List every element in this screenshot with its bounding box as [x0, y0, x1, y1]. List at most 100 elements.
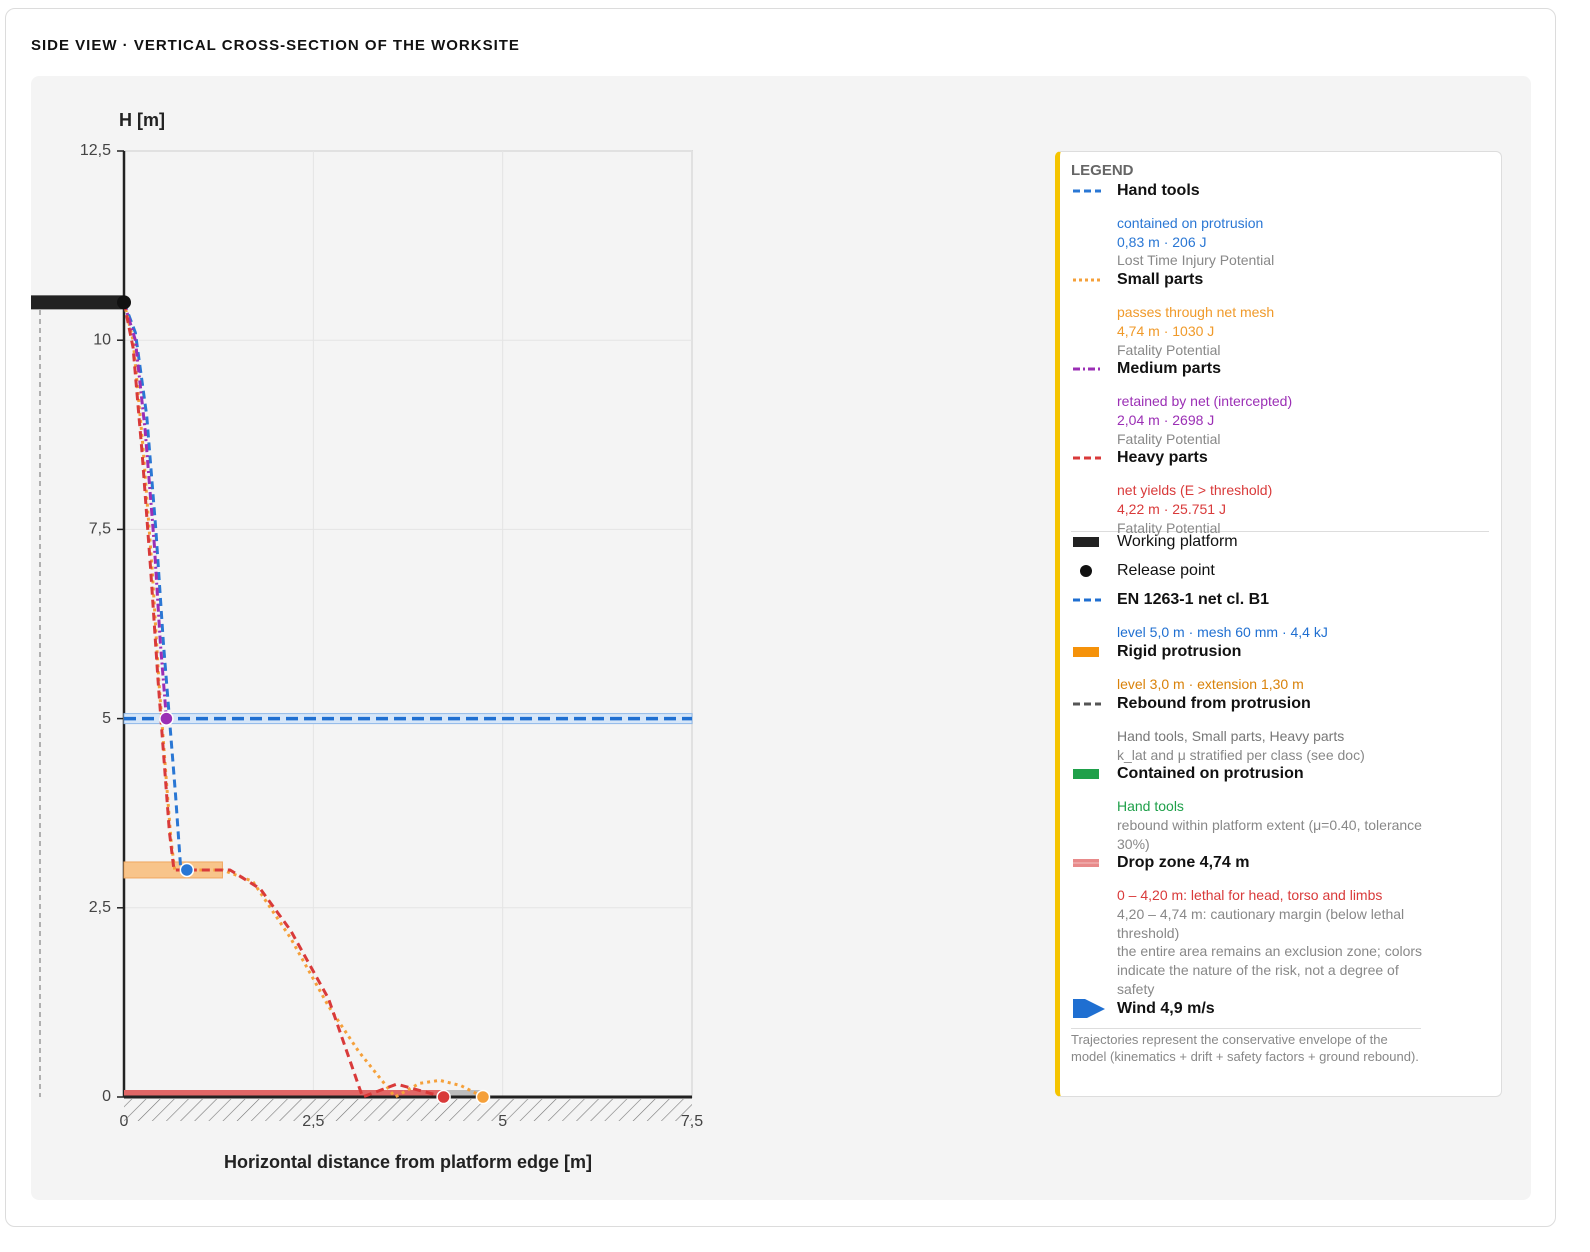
end-point — [179, 862, 195, 878]
legend-swatch — [1073, 189, 1101, 193]
y-tick-label: 7,5 — [89, 521, 111, 538]
legend-detail: level 3,0 m · extension 1,30 m — [1117, 676, 1304, 693]
legend-details: level 3,0 m · extension 1,30 m — [1117, 675, 1427, 694]
legend-name: Contained on protrusion — [1117, 765, 1304, 783]
legend-swatch — [1073, 537, 1099, 548]
legend-details: 0 – 4,20 m: lethal for head, torso and l… — [1117, 886, 1427, 998]
trajectory — [122, 301, 168, 719]
legend-swatch — [1080, 565, 1092, 578]
legend-swatch — [1073, 859, 1099, 868]
y-tick-label: 10 — [93, 331, 111, 348]
legend-swatch-box — [1071, 853, 1105, 872]
legend-swatch-shape — [1073, 992, 1105, 1025]
legend-title: LEGEND — [1071, 162, 1134, 179]
end-point — [436, 1089, 451, 1105]
legend-swatch — [1073, 647, 1099, 658]
y-axis-label: H [m] — [119, 110, 165, 130]
legend-name: Heavy parts — [1117, 449, 1208, 467]
legend-body: Hand tools contained on protrusion 0,83 m … — [1117, 181, 1427, 268]
plot-area — [123, 150, 693, 1098]
legend-detail: passes through net mesh — [1117, 304, 1275, 321]
legend-swatch-shape — [1073, 769, 1099, 780]
legend-swatch-box — [1071, 642, 1105, 661]
legend-name: Rebound from protrusion — [1117, 694, 1311, 712]
legend-detail: Hand tools, Small parts, Heavy parts — [1117, 727, 1345, 744]
legend-body: Wind 4,9 m/s — [1117, 999, 1427, 1018]
legend-body: Medium parts retained by net (intercepted… — [1117, 359, 1427, 446]
legend-item: Rebound from protrusion Hand tools, Small… — [1071, 694, 1489, 763]
legend-body: Rigid protrusion level 3,0 m · extension … — [1117, 642, 1427, 692]
legend-swatch-box — [1071, 448, 1105, 467]
legend-name: EN 1263-1 net cl. B1 — [1117, 591, 1270, 609]
legend-item: Contained on protrusion Hand tools rebound… — [1071, 764, 1489, 852]
legend-swatch-shape — [1073, 537, 1099, 548]
legend-details: level 5,0 m · mesh 60 mm · 4,4 kJ — [1117, 623, 1427, 642]
legend-swatch — [1073, 992, 1105, 1025]
y-tick-label: 5 — [102, 710, 111, 727]
legend-detail: 2,04 m · 2698 J — [1117, 411, 1215, 428]
legend-swatch-box — [1071, 561, 1105, 580]
x-tick-label: 0 — [120, 1113, 129, 1130]
legend-swatch — [1073, 367, 1101, 371]
y-tick-label: 12,5 — [80, 142, 111, 159]
legend-detail: net yields (E > threshold) — [1117, 482, 1273, 499]
platform — [31, 295, 124, 310]
legend-item: Heavy parts net yields (E > threshold) 4,2… — [1071, 448, 1489, 536]
legend-swatch — [1073, 456, 1101, 460]
legend-body: Working platform — [1117, 532, 1427, 551]
legend-swatch — [1073, 769, 1099, 780]
net-band — [123, 713, 693, 725]
legend-body: Small parts passes through net mesh 4,74 m… — [1117, 270, 1427, 357]
legend-details: retained by net (intercepted) 2,04 m · 26… — [1117, 392, 1427, 448]
legend-footnote: Trajectories represent the conservative … — [1071, 1027, 1421, 1065]
legend-detail: Lost Time Injury Potential — [1117, 252, 1275, 269]
section-title: SIDE VIEW · VERTICAL CROSS-SECTION OF TH… — [31, 37, 520, 54]
legend-detail: 4,22 m · 25.751 J — [1117, 501, 1226, 518]
legend-name: Drop zone 4,74 m — [1117, 854, 1250, 872]
legend-body: Drop zone 4,74 m 0 – 4,20 m: lethal for h… — [1117, 853, 1427, 997]
legend-detail: Fatality Potential — [1117, 430, 1221, 447]
y-tick-label: 2,5 — [89, 899, 111, 916]
legend-name: Medium parts — [1117, 360, 1222, 378]
trajectory — [122, 302, 444, 1099]
legend-item: Release point — [1071, 561, 1489, 580]
legend-detail: rebound within platform extent (μ=0.40, … — [1117, 816, 1422, 852]
legend-detail: Hand tools — [1117, 798, 1184, 815]
legend-swatch-box — [1071, 590, 1105, 609]
legend-details: Hand tools rebound within platform extent… — [1117, 797, 1427, 853]
legend-swatch-shape — [1080, 565, 1092, 578]
legend-item: Hand tools contained on protrusion 0,83 m … — [1071, 181, 1489, 268]
legend-item: Medium parts retained by net (intercepted… — [1071, 359, 1489, 447]
legend-item: Drop zone 4,74 m 0 – 4,20 m: lethal for h… — [1071, 853, 1489, 997]
legend-name: Wind 4,9 m/s — [1117, 999, 1215, 1017]
x-axis-label: Horizontal distance from platform edge [… — [224, 1152, 592, 1172]
legend-details: passes through net mesh 4,74 m · 1030 J Fa… — [1117, 303, 1427, 359]
legend-swatch-box — [1071, 532, 1105, 551]
legend-detail: 0 – 4,20 m: lethal for head, torso and l… — [1117, 887, 1383, 904]
legend-body: Release point — [1117, 561, 1427, 580]
legend-detail: level 5,0 m · mesh 60 mm · 4,4 kJ — [1117, 624, 1328, 641]
legend-item: Wind 4,9 m/s — [1071, 992, 1489, 1025]
legend-swatch-shape — [1073, 647, 1099, 658]
legend-body: EN 1263-1 net cl. B1 level 5,0 m · mesh 6… — [1117, 590, 1427, 640]
end-point — [159, 711, 174, 726]
legend-detail: 4,74 m · 1030 J — [1117, 322, 1215, 339]
y-tick-label: 0 — [102, 1088, 111, 1105]
release-point — [117, 295, 131, 310]
legend-detail: k_lat and μ stratified per class (see do… — [1117, 746, 1365, 763]
trajectory — [122, 301, 187, 872]
legend-swatch-box — [1071, 992, 1105, 1025]
legend-swatch — [1073, 598, 1101, 602]
legend-name: Release point — [1117, 562, 1215, 580]
legend-details: Hand tools, Small parts, Heavy parts k_la… — [1117, 727, 1427, 764]
legend-details: net yields (E > threshold) 4,22 m · 25.75… — [1117, 481, 1427, 537]
legend-body: Rebound from protrusion Hand tools, Small… — [1117, 694, 1427, 763]
legend-item: Small parts passes through net mesh 4,74 m… — [1071, 270, 1489, 358]
end-point — [475, 1089, 491, 1105]
legend-detail: Fatality Potential — [1117, 519, 1221, 536]
legend-swatch — [1073, 702, 1101, 706]
legend-swatch-box — [1071, 764, 1105, 783]
ground-hatch — [124, 1099, 692, 1121]
legend-swatch-box — [1071, 694, 1105, 713]
